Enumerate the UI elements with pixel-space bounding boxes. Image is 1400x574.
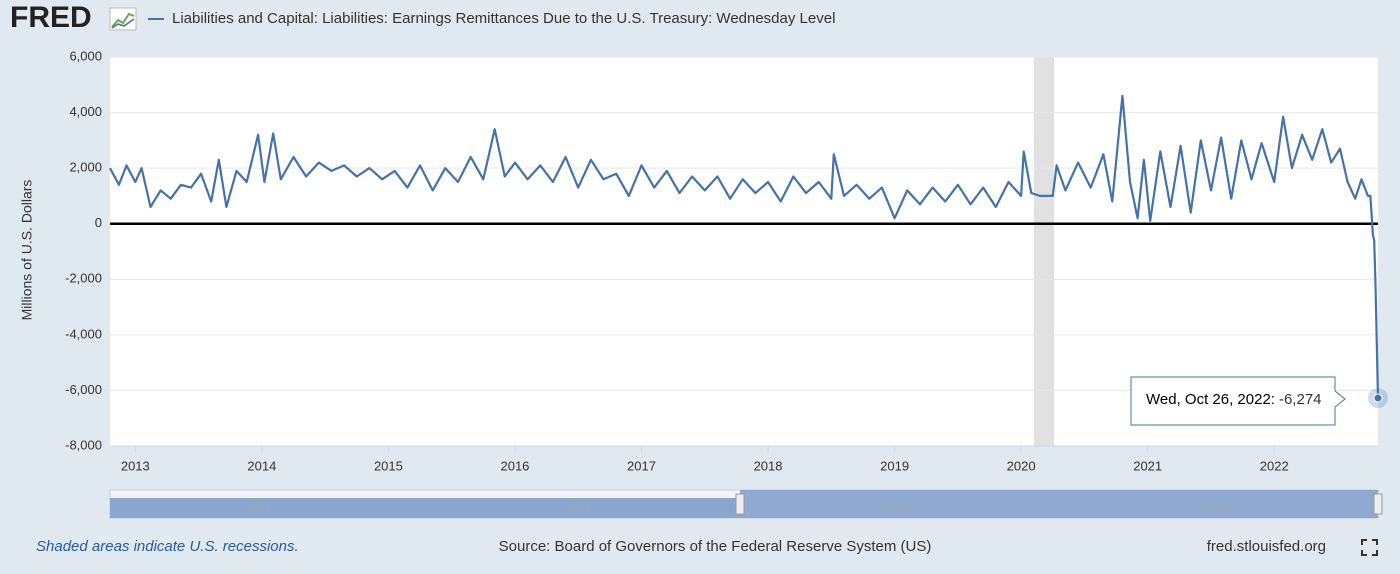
x-tick-label: 2022 [1260,458,1289,473]
y-tick-label: 4,000 [69,104,102,119]
recession-band [1033,57,1055,446]
x-tick-label: 2014 [247,458,276,473]
legend-label: Liabilities and Capital: Liabilities: Ea… [172,10,835,27]
tooltip-box [1130,376,1346,426]
footer-site: fred.stlouisfed.org [1207,538,1326,555]
logo-icon [109,7,137,31]
y-axis-label: Millions of U.S. Dollars [19,180,35,321]
y-tick-label: 6,000 [69,48,102,63]
x-tick-label: 2020 [1007,458,1036,473]
x-tick-label: 2019 [880,458,909,473]
y-tick-label: 2,000 [69,160,102,175]
navigator-label: 2010 [566,503,590,515]
footer-note: Shaded areas indicate U.S. recessions. [36,538,299,555]
navigator-label: 2005 [246,503,270,515]
y-tick-label: -8,000 [65,437,102,452]
footer-source: Source: Board of Governors of the Federa… [499,538,932,555]
y-tick-label: 0 [95,215,102,230]
navigator [109,489,1383,519]
x-tick-label: 2015 [374,458,403,473]
hover-point [1373,393,1383,403]
fullscreen-button[interactable] [1361,539,1378,556]
navigator-label: 2020 [1206,503,1230,515]
tooltip-text: Wed, Oct 26, 2022: -6,274 [1146,391,1322,408]
y-tick-label: -4,000 [65,326,102,341]
x-tick-label: 2018 [754,458,783,473]
x-tick-label: 2021 [1133,458,1162,473]
y-tick-label: -6,000 [65,382,102,397]
x-tick-label: 2016 [500,458,529,473]
navigator-label: 2015 [886,503,910,515]
tooltip: Wed, Oct 26, 2022: -6,274 [1130,376,1346,426]
logo: FRED [10,1,92,34]
tooltip-date: Wed, Oct 26, 2022: [1146,391,1275,408]
x-tick-label: 2017 [627,458,656,473]
y-tick-label: -2,000 [65,271,102,286]
tooltip-value: -6,274 [1279,391,1322,408]
x-tick-label: 2013 [121,458,150,473]
series-line [109,94,1380,399]
